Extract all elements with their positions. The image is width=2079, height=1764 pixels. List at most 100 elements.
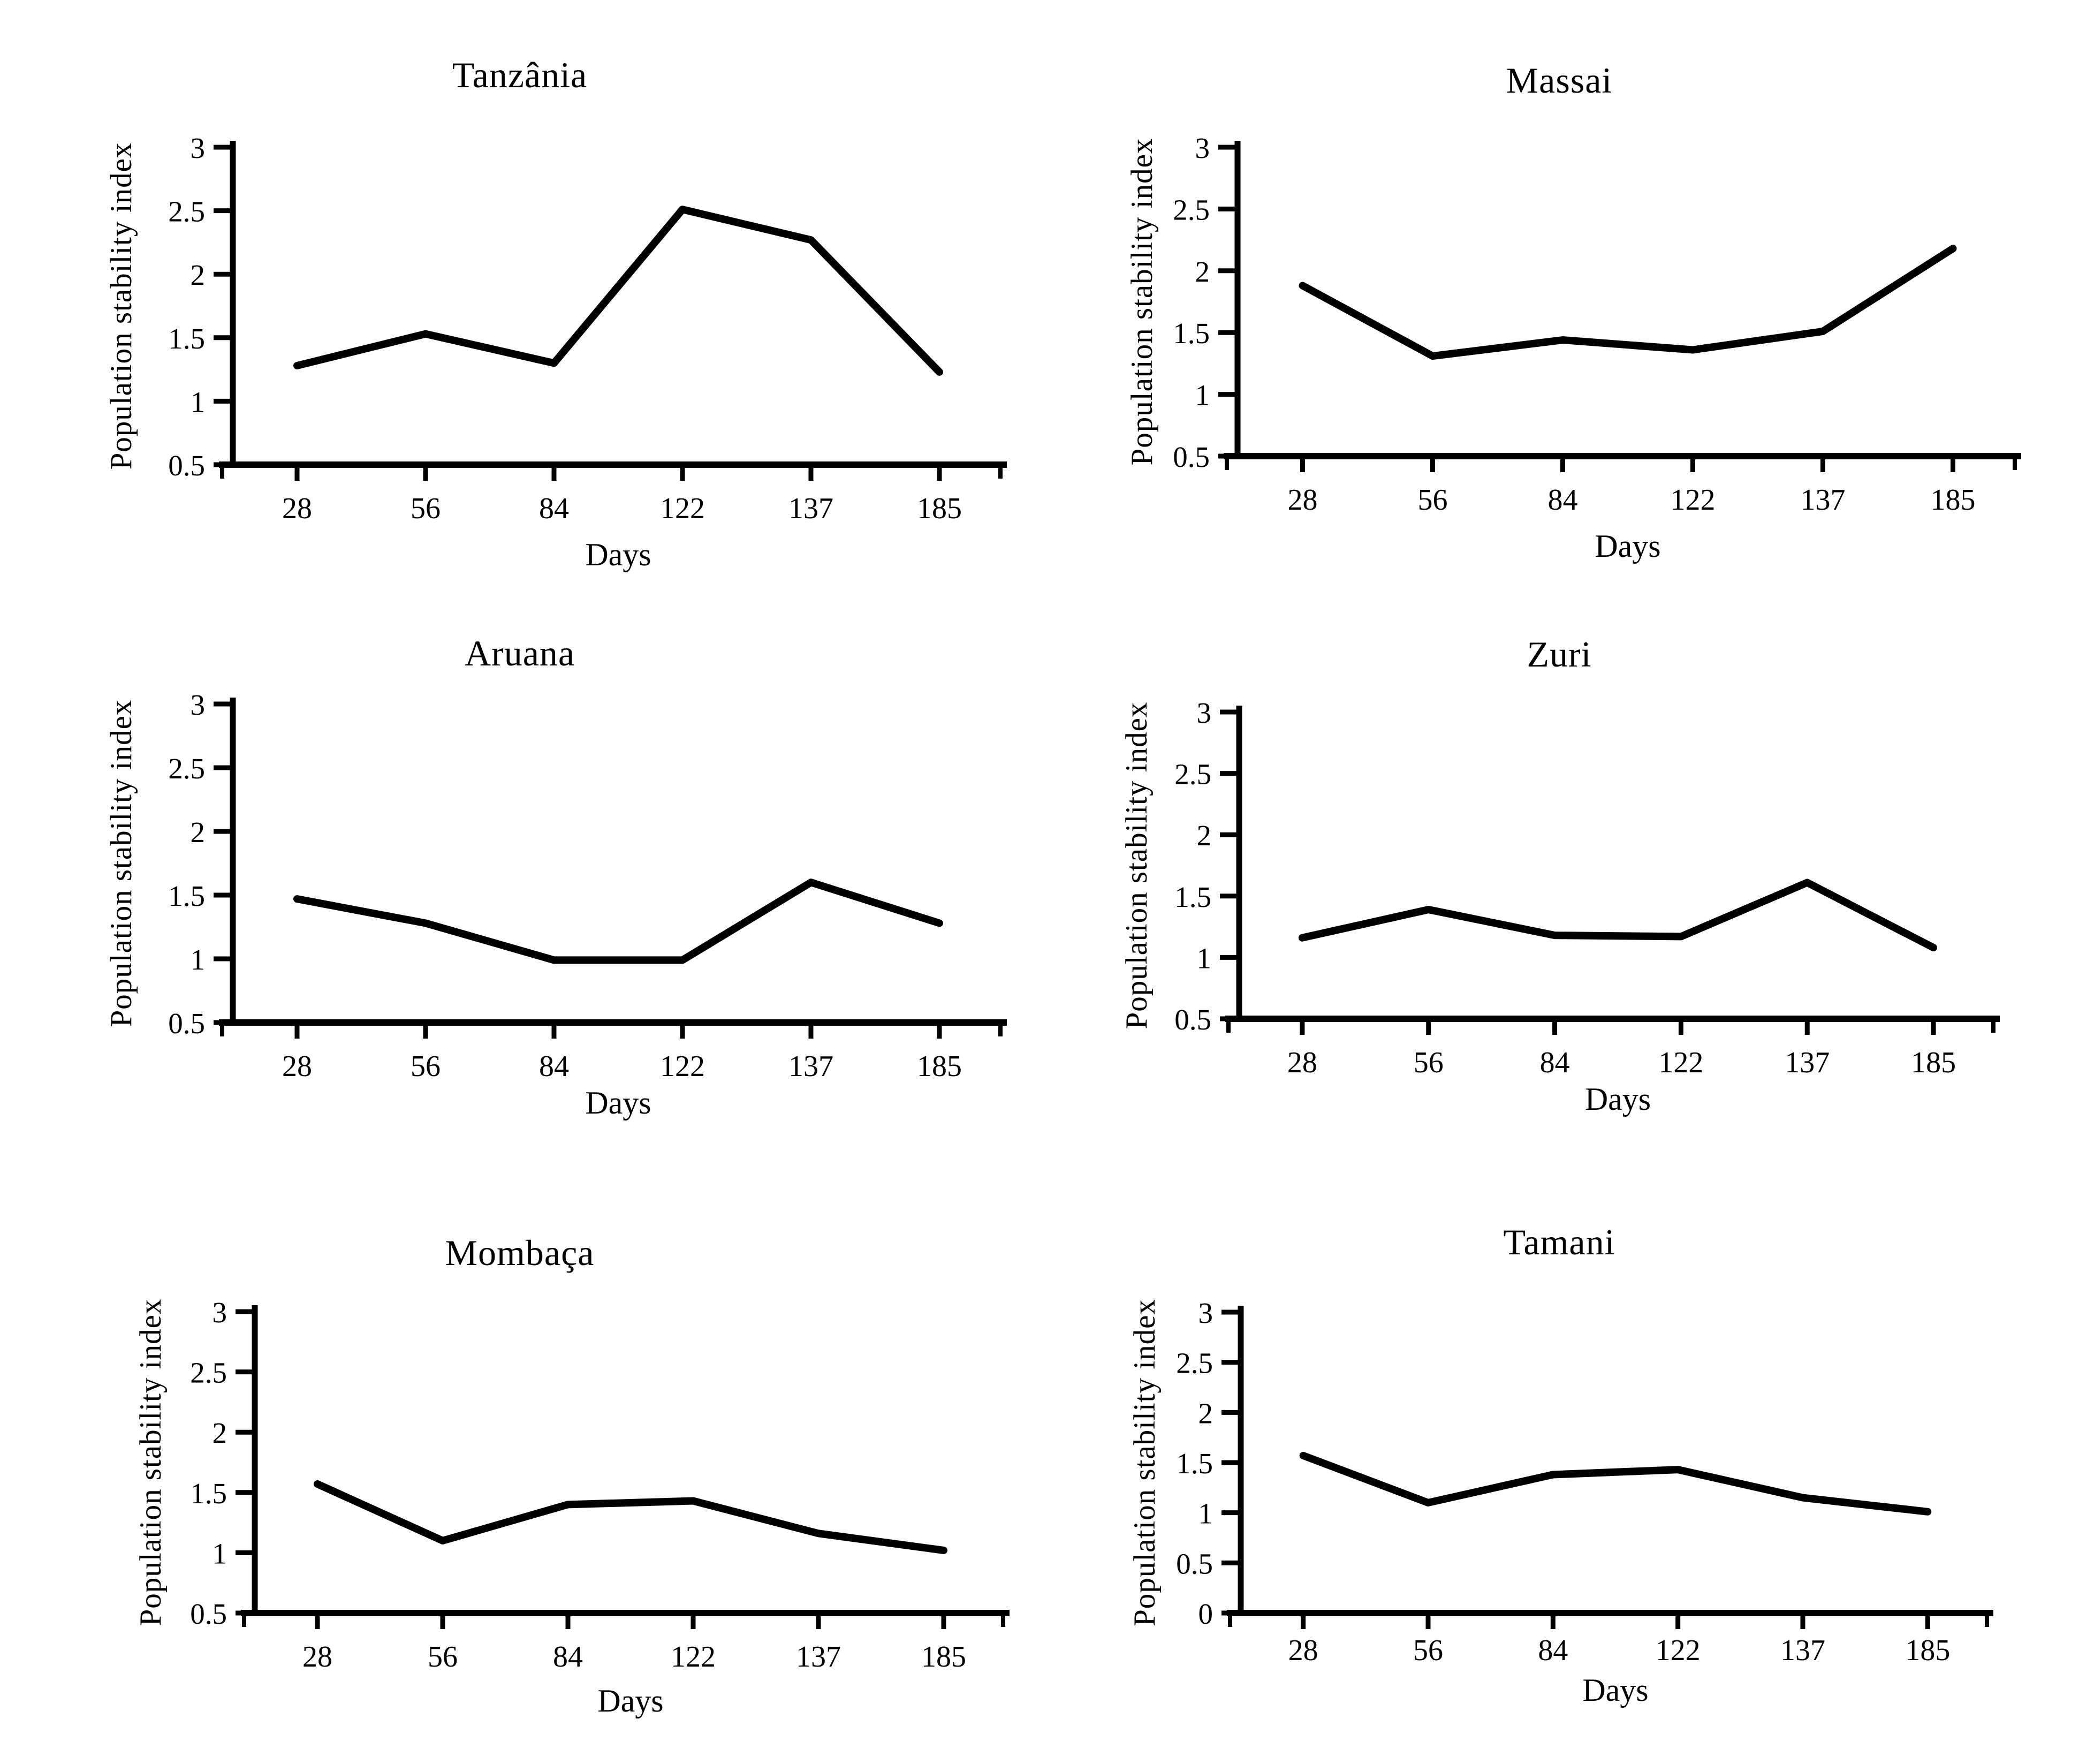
y-axis-title: Population stability index	[1120, 702, 1154, 1029]
series-line	[1299, 1451, 1932, 1516]
chart-tanzania: Tanzânia 0.5 1 1.5 2 2.5 3 28 56 84 122 137 185 Days…	[0, 0, 1040, 588]
y-axis-title: Population stability index	[1125, 138, 1159, 466]
x-tick-label: 122	[660, 1050, 705, 1083]
y-tick-label: 1.5	[168, 880, 205, 912]
x-tick-label: 84	[553, 1640, 583, 1674]
x-tick-label: 122	[1656, 1634, 1701, 1667]
y-tick-label: 1	[213, 1537, 227, 1570]
y-axis-title: Population stability index	[134, 1299, 168, 1626]
x-tick-label: 122	[1658, 1046, 1703, 1079]
y-tick-label: 0.5	[1173, 441, 1210, 473]
x-tick-label: 84	[1538, 1634, 1568, 1667]
y-tick-label: 2.5	[168, 195, 205, 228]
x-tick-label: 28	[282, 492, 312, 525]
x-tick-label: 56	[411, 1050, 441, 1083]
x-tick-label: 122	[671, 1640, 716, 1674]
series-line	[1298, 879, 1938, 952]
chart-title-zuri: Zuri	[1527, 634, 1592, 675]
y-tick-label: 0.5	[1174, 1003, 1211, 1036]
y-tick-label: 3	[191, 132, 206, 164]
series-line	[293, 879, 943, 964]
y-tick-label: 2.5	[1174, 758, 1211, 791]
x-tick-label: 137	[1785, 1046, 1830, 1079]
x-tick-label: 122	[1671, 483, 1716, 517]
x-tick-label: 185	[1905, 1634, 1950, 1667]
x-tick-label: 122	[660, 492, 705, 525]
y-tick-label: 1.5	[1174, 881, 1211, 913]
y-tick-label: 2.5	[168, 752, 205, 785]
y-tick-label: 1.5	[1176, 1447, 1213, 1480]
tanzania-plot: 0.5 1 1.5 2 2.5 3 28 56 84 122 137 185 Days Populatio…	[104, 132, 1007, 572]
x-tick-label: 28	[282, 1050, 312, 1083]
x-tick-label: 84	[1548, 483, 1578, 517]
y-tick-label: 2.5	[1173, 193, 1210, 226]
x-axis-title: Days	[1595, 528, 1660, 564]
y-tick-label: 0.5	[1176, 1547, 1213, 1580]
y-tick-label: 2	[191, 259, 206, 291]
y-axis-title: Population stability index	[1128, 1299, 1162, 1626]
y-tick-label: 1.5	[190, 1477, 227, 1510]
y-tick-label: 0.5	[190, 1598, 227, 1630]
y-tick-label: 3	[1195, 132, 1210, 164]
x-tick-label: 185	[917, 492, 962, 525]
y-tick-label: 2	[191, 816, 206, 849]
series-line	[1299, 245, 1957, 360]
mombaca-plot: 0.5 1 1.5 2 2.5 3 28 56 84 122 137 185 Days Populatio…	[134, 1296, 1010, 1718]
chart-aruana: Aruana 0.5 1 1.5 2 2.5 3 28 56 84 122 137 185 Days Po…	[0, 588, 1040, 1176]
x-tick-label: 137	[1780, 1634, 1825, 1667]
x-tick-label: 56	[1413, 1634, 1443, 1667]
x-tick-label: 84	[539, 1050, 569, 1083]
y-tick-label: 3	[213, 1296, 227, 1329]
tamani-plot: 0 0.5 1 1.5 2 2.5 3 28 56 84 122 137 185 Days Populati…	[1128, 1297, 1993, 1708]
y-tick-label: 1	[191, 385, 206, 418]
x-axis-title: Days	[1585, 1081, 1651, 1117]
x-tick-label: 28	[302, 1640, 332, 1674]
x-tick-label: 56	[1414, 1046, 1444, 1079]
x-tick-label: 28	[1288, 483, 1318, 517]
x-axis-title: Days	[585, 1085, 651, 1121]
x-tick-label: 137	[1801, 483, 1846, 517]
chart-massai: Massai 0.5 1 1.5 2 2.5 3 28 56 84 122 137 185 Days Po…	[1040, 0, 2079, 588]
y-tick-label: 2	[1195, 255, 1210, 288]
x-tick-label: 137	[788, 492, 833, 525]
y-tick-label: 0	[1198, 1598, 1213, 1630]
x-tick-label: 28	[1288, 1634, 1318, 1667]
x-tick-label: 185	[1931, 483, 1976, 517]
y-tick-label: 1	[1197, 942, 1212, 974]
y-tick-label: 1	[191, 943, 206, 976]
x-tick-label: 28	[1287, 1046, 1317, 1079]
y-tick-label: 2	[213, 1417, 227, 1449]
x-tick-label: 137	[788, 1050, 833, 1083]
chart-title-massai: Massai	[1506, 60, 1613, 101]
y-tick-label: 2.5	[1176, 1347, 1213, 1380]
x-tick-label: 137	[796, 1640, 841, 1674]
y-tick-label: 3	[191, 688, 206, 721]
y-tick-label: 1.5	[1173, 317, 1210, 350]
chart-title-mombaca: Mombaça	[445, 1232, 595, 1273]
x-tick-label: 56	[411, 492, 441, 525]
chart-zuri: Zuri 0.5 1 1.5 2 2.5 3 28 56 84 122 137 185 Days Popu…	[1040, 588, 2079, 1176]
y-tick-label: 1.5	[168, 322, 205, 355]
chart-mombaca: Mombaça 0.5 1 1.5 2 2.5 3 28 56 84 122 137 185 Days P…	[0, 1176, 1040, 1763]
x-tick-label: 185	[917, 1050, 962, 1083]
x-tick-label: 56	[428, 1640, 458, 1674]
x-axis-title: Days	[597, 1683, 663, 1718]
massai-plot: 0.5 1 1.5 2 2.5 3 28 56 84 122 137 185 Days Populatio…	[1125, 132, 2021, 564]
zuri-plot: 0.5 1 1.5 2 2.5 3 28 56 84 122 137 185 Days Populatio…	[1120, 696, 2000, 1117]
x-tick-label: 84	[539, 492, 569, 525]
y-tick-label: 1	[1195, 379, 1210, 412]
chart-title-tamani: Tamani	[1503, 1222, 1615, 1262]
y-tick-label: 3	[1198, 1297, 1213, 1329]
y-tick-label: 0.5	[168, 1007, 205, 1040]
series-line	[293, 206, 943, 376]
x-tick-label: 185	[921, 1640, 966, 1674]
y-tick-label: 2	[1198, 1397, 1213, 1429]
chart-title-aruana: Aruana	[464, 633, 575, 673]
y-tick-label: 2.5	[190, 1357, 227, 1389]
aruana-plot: 0.5 1 1.5 2 2.5 3 28 56 84 122 137 185 Days Populatio…	[104, 688, 1007, 1121]
chart-tamani: Tamani 0 0.5 1 1.5 2 2.5 3 28 56 84 122 137 185 Days P…	[1040, 1176, 2079, 1763]
series-line	[314, 1480, 947, 1554]
x-axis-title: Days	[1582, 1672, 1648, 1708]
y-axis-title: Population stability index	[104, 142, 138, 470]
y-tick-label: 1	[1198, 1497, 1213, 1530]
